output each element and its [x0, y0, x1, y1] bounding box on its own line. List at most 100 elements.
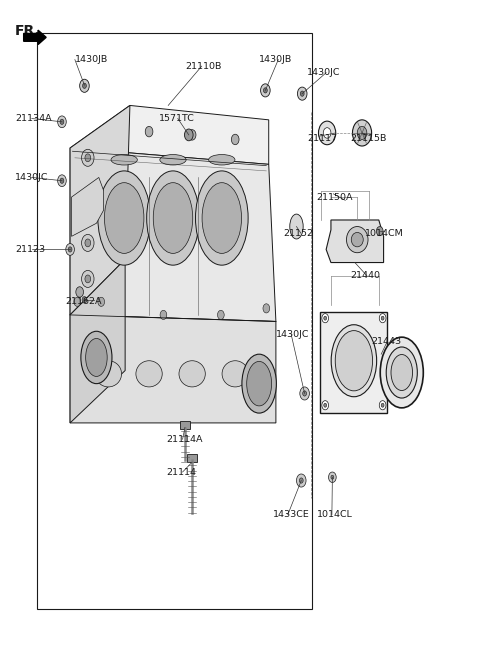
- Circle shape: [231, 134, 239, 145]
- Ellipse shape: [335, 331, 372, 391]
- Ellipse shape: [98, 171, 151, 265]
- Circle shape: [85, 199, 91, 207]
- Text: 21134A: 21134A: [15, 114, 52, 123]
- Ellipse shape: [347, 226, 368, 253]
- Circle shape: [379, 314, 386, 323]
- Polygon shape: [70, 315, 276, 423]
- Circle shape: [85, 275, 91, 283]
- Ellipse shape: [247, 361, 272, 406]
- Circle shape: [217, 310, 224, 319]
- Circle shape: [303, 391, 307, 396]
- Bar: [180, 421, 190, 430]
- Ellipse shape: [202, 182, 241, 253]
- Ellipse shape: [85, 338, 107, 377]
- Circle shape: [83, 83, 86, 89]
- Ellipse shape: [147, 171, 199, 265]
- Circle shape: [376, 226, 383, 236]
- Ellipse shape: [242, 354, 276, 413]
- Ellipse shape: [160, 155, 186, 165]
- Bar: [321, 312, 387, 413]
- Circle shape: [80, 79, 89, 92]
- Circle shape: [82, 297, 87, 303]
- Polygon shape: [70, 259, 125, 423]
- Circle shape: [357, 127, 367, 140]
- Text: 21162A: 21162A: [65, 297, 102, 306]
- Text: 1433CE: 1433CE: [273, 510, 309, 519]
- Circle shape: [298, 87, 307, 100]
- Circle shape: [82, 150, 94, 167]
- Text: 21114A: 21114A: [166, 435, 202, 443]
- Text: 1430JC: 1430JC: [15, 173, 48, 182]
- Circle shape: [60, 119, 64, 125]
- Circle shape: [297, 474, 306, 487]
- Ellipse shape: [386, 347, 417, 398]
- Text: 1430JB: 1430JB: [75, 55, 108, 64]
- Ellipse shape: [351, 232, 363, 247]
- Circle shape: [328, 472, 336, 483]
- Ellipse shape: [81, 331, 112, 384]
- Polygon shape: [70, 148, 276, 321]
- Ellipse shape: [391, 354, 412, 390]
- Text: 1430JC: 1430JC: [276, 330, 310, 339]
- Circle shape: [76, 287, 84, 297]
- Circle shape: [331, 476, 334, 480]
- Circle shape: [300, 387, 310, 400]
- Text: 1014CM: 1014CM: [364, 228, 403, 237]
- Text: 1430JC: 1430JC: [307, 68, 340, 77]
- Circle shape: [323, 128, 331, 138]
- Text: 21117: 21117: [307, 134, 337, 142]
- Circle shape: [82, 270, 94, 287]
- Circle shape: [145, 127, 153, 137]
- Circle shape: [261, 84, 270, 97]
- Text: 21152: 21152: [283, 228, 313, 237]
- Circle shape: [74, 297, 81, 306]
- Polygon shape: [72, 177, 104, 236]
- Circle shape: [381, 403, 384, 407]
- Circle shape: [381, 316, 384, 320]
- Text: 1014CL: 1014CL: [317, 510, 352, 519]
- Bar: [187, 454, 197, 462]
- Circle shape: [300, 478, 303, 483]
- Circle shape: [263, 304, 270, 313]
- Circle shape: [160, 310, 167, 319]
- Circle shape: [85, 239, 91, 247]
- Ellipse shape: [380, 337, 423, 408]
- Ellipse shape: [209, 155, 235, 165]
- Polygon shape: [24, 30, 46, 45]
- Circle shape: [85, 154, 91, 162]
- Text: 1571TC: 1571TC: [158, 114, 194, 123]
- Ellipse shape: [179, 361, 205, 387]
- Circle shape: [58, 116, 66, 128]
- Circle shape: [264, 88, 267, 93]
- Ellipse shape: [111, 155, 137, 165]
- Ellipse shape: [153, 182, 193, 253]
- Text: FR.: FR.: [15, 24, 41, 37]
- Circle shape: [184, 129, 193, 141]
- Ellipse shape: [95, 361, 121, 387]
- Circle shape: [322, 401, 328, 410]
- Circle shape: [66, 243, 74, 255]
- Text: 21115B: 21115B: [350, 134, 386, 142]
- Circle shape: [319, 121, 336, 145]
- Ellipse shape: [105, 182, 144, 253]
- Circle shape: [188, 130, 196, 140]
- Ellipse shape: [195, 171, 248, 265]
- Text: 21150A: 21150A: [317, 193, 353, 201]
- Ellipse shape: [136, 361, 162, 387]
- Text: 21443: 21443: [372, 337, 402, 346]
- Polygon shape: [70, 106, 130, 315]
- Circle shape: [379, 401, 386, 410]
- Text: 21123: 21123: [15, 245, 45, 254]
- Circle shape: [58, 174, 66, 186]
- Ellipse shape: [290, 214, 303, 239]
- Circle shape: [82, 195, 94, 212]
- Circle shape: [324, 316, 326, 320]
- Text: 1430JB: 1430JB: [259, 55, 292, 64]
- Circle shape: [324, 403, 326, 407]
- Bar: [36, 33, 312, 609]
- Circle shape: [322, 314, 328, 323]
- Circle shape: [98, 297, 105, 306]
- Polygon shape: [70, 106, 269, 165]
- Text: 21110B: 21110B: [185, 62, 221, 71]
- Circle shape: [82, 234, 94, 251]
